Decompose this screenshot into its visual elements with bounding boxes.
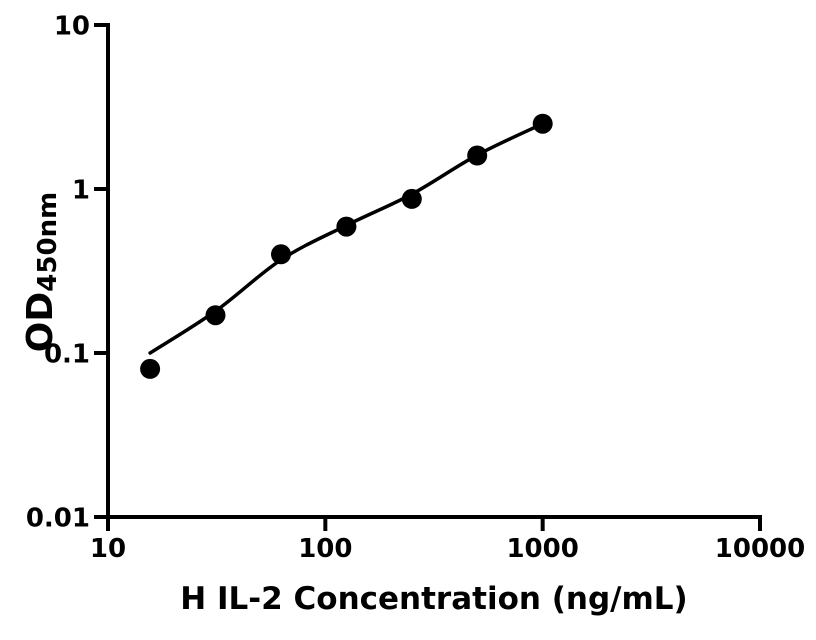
x-tick-label: 10 xyxy=(90,534,126,564)
x-tick-label: 100 xyxy=(298,534,352,564)
data-point-marker xyxy=(205,305,226,326)
y-tick-label: 0.01 xyxy=(26,504,90,534)
data-point-marker xyxy=(401,188,422,209)
y-axis-title-subscript: 450nm xyxy=(33,191,63,292)
y-tick-label: 0.1 xyxy=(44,340,90,370)
x-tick-label: 1000 xyxy=(506,534,578,564)
data-point-marker xyxy=(532,113,553,134)
data-point-marker xyxy=(140,358,161,379)
y-tick-label: 1 xyxy=(72,176,90,206)
data-point-marker xyxy=(336,216,357,237)
y-axis-title: OD 450nm xyxy=(10,187,70,357)
y-tick-label: 10 xyxy=(54,12,90,42)
data-point-marker xyxy=(467,145,488,166)
data-point-marker xyxy=(271,244,291,265)
y-axis-title-main: OD xyxy=(19,291,61,353)
x-axis-title: H IL-2 Concentration (ng/mL) xyxy=(180,581,688,617)
x-tick-label: 10000 xyxy=(715,534,805,564)
